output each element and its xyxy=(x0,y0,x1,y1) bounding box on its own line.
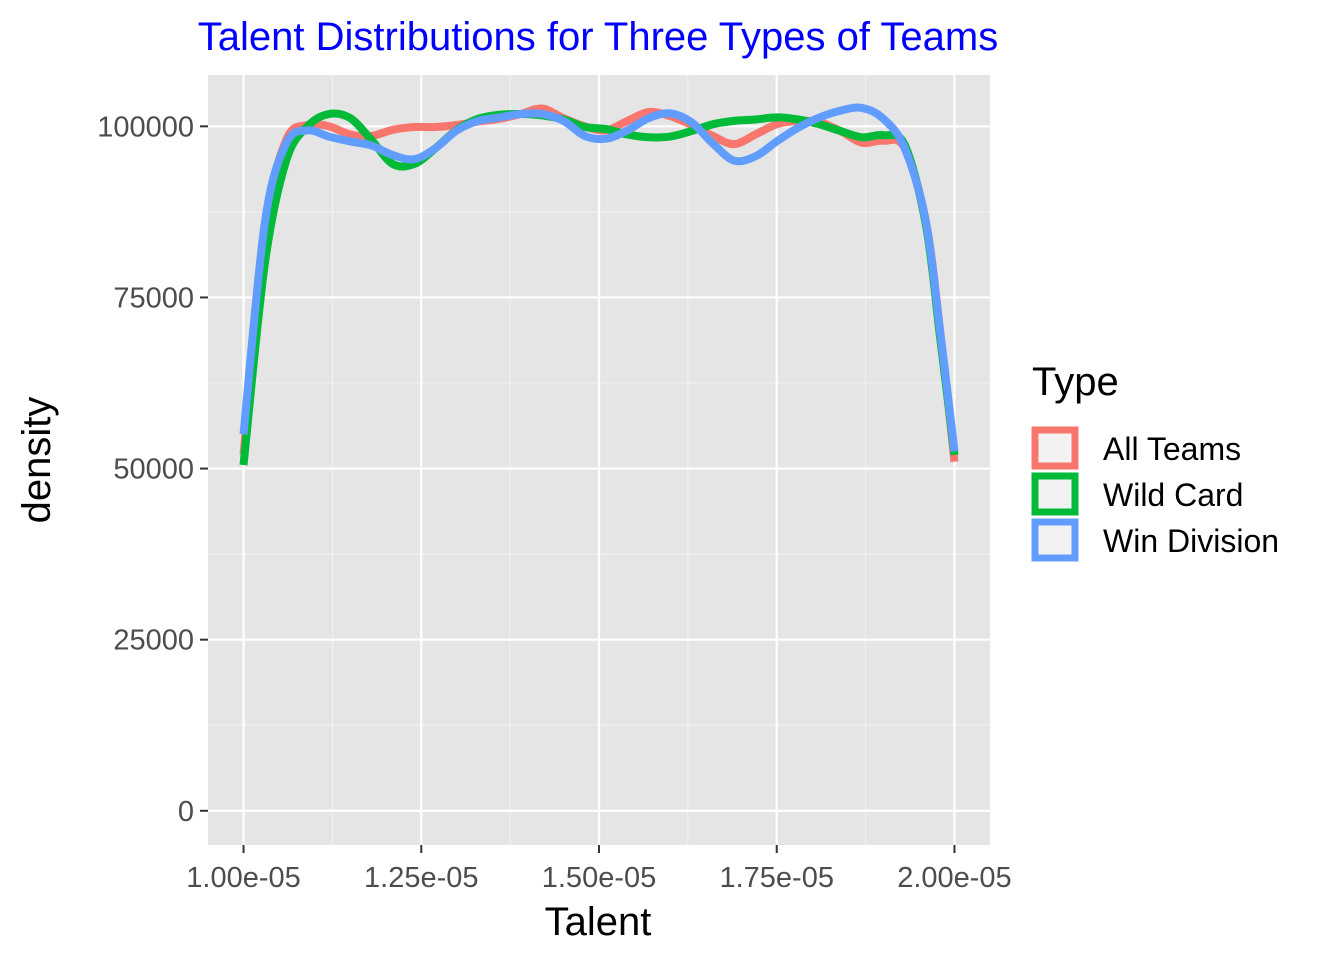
y-axis: 0 25000 50000 75000 100000 xyxy=(97,111,208,828)
y-tick-label: 25000 xyxy=(113,625,194,657)
x-tick-label: 1.50e-05 xyxy=(542,862,657,894)
series-line-wild-card xyxy=(239,109,959,466)
y-tick-label: 100000 xyxy=(97,111,194,143)
grid-lines xyxy=(208,75,990,845)
y-tick-label: 50000 xyxy=(113,454,194,486)
x-axis: 1.00e-05 1.25e-05 1.50e-05 1.75e-05 2.00e-05 xyxy=(186,845,1012,894)
y-tick-label: 0 xyxy=(178,796,194,828)
legend-label: Win Division xyxy=(1103,523,1279,559)
x-tick-label: 2.00e-05 xyxy=(897,862,1012,894)
x-tick-label: 1.25e-05 xyxy=(364,862,479,894)
series-lines xyxy=(239,103,959,466)
legend-key-all-teams xyxy=(1031,426,1079,470)
legend-label: All Teams xyxy=(1103,431,1241,467)
x-tick-label: 1.00e-05 xyxy=(186,862,301,894)
x-tick-label: 1.75e-05 xyxy=(719,862,834,894)
y-axis-title: density xyxy=(15,397,59,524)
y-tick-label: 75000 xyxy=(113,282,194,314)
legend-title: Type xyxy=(1032,360,1119,404)
x-axis-title: Talent xyxy=(545,900,652,944)
legend-key-wild-card xyxy=(1031,472,1079,516)
legend-key-win-division xyxy=(1031,518,1079,562)
chart-title: Talent Distributions for Three Types of … xyxy=(198,15,998,59)
legend: All Teams Wild Card Win Division xyxy=(1031,426,1279,562)
series-line-win-division xyxy=(239,103,959,452)
legend-label: Wild Card xyxy=(1103,477,1243,513)
